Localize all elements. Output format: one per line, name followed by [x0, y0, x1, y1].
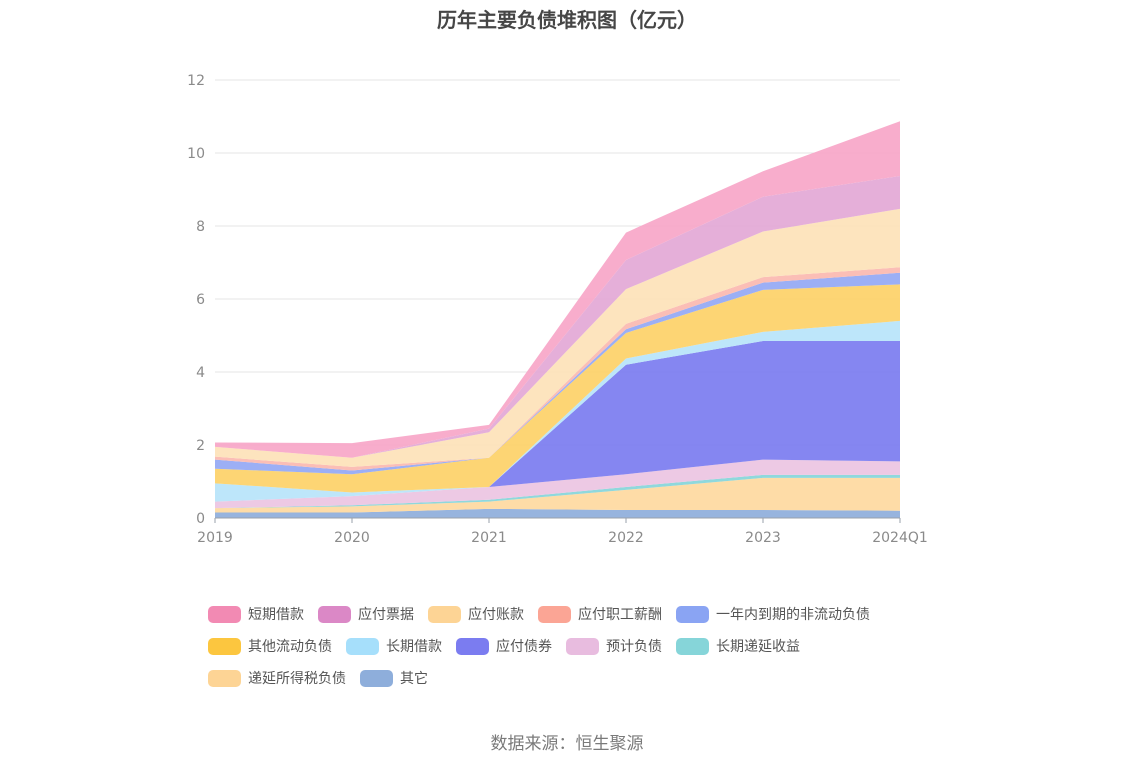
area-series	[215, 459, 900, 509]
legend-row: 短期借款 应付票据 应付账款 应付职工薪酬 一年内到期的非流动负债	[208, 598, 968, 630]
legend-row: 递延所得税负债 其它	[208, 662, 968, 694]
x-tick-label: 2024Q1	[872, 530, 928, 546]
legend-item[interactable]: 长期递延收益	[676, 636, 800, 656]
legend-swatch	[428, 605, 461, 623]
legend-swatch	[538, 605, 571, 623]
x-tick-label: 2021	[471, 530, 507, 546]
legend-item[interactable]: 应付债券	[456, 636, 552, 656]
legend-label: 应付票据	[358, 607, 414, 623]
legend-item[interactable]: 应付票据	[318, 604, 414, 624]
legend-label: 应付债券	[496, 639, 552, 655]
legend-swatch	[208, 605, 241, 623]
x-tick-label: 2020	[334, 530, 370, 546]
legend-swatch	[456, 637, 489, 655]
x-tick-label: 2023	[745, 530, 781, 546]
y-tick-label: 8	[196, 219, 205, 235]
legend-swatch	[208, 637, 241, 655]
legend-item[interactable]: 短期借款	[208, 604, 304, 624]
area-series	[215, 208, 900, 467]
legend-swatch	[318, 605, 351, 623]
area-series	[215, 508, 900, 518]
legend-swatch	[676, 605, 709, 623]
legend-swatch	[208, 669, 241, 687]
legend-label: 预计负债	[606, 639, 662, 655]
y-tick-label: 12	[187, 73, 205, 89]
area-series	[215, 175, 900, 458]
legend-label: 短期借款	[248, 607, 304, 623]
y-tick-label: 0	[196, 511, 205, 527]
legend-item[interactable]: 长期借款	[346, 636, 442, 656]
x-tick-label: 2022	[608, 530, 644, 546]
area-series	[215, 320, 900, 502]
legend-label: 长期借款	[386, 639, 442, 655]
legend-item[interactable]: 预计负债	[566, 636, 662, 656]
legend-label: 其他流动负债	[248, 639, 332, 655]
y-tick-label: 2	[196, 438, 205, 454]
legend-swatch	[346, 637, 379, 655]
legend-label: 递延所得税负债	[248, 671, 346, 687]
x-tick-label: 2019	[197, 530, 233, 546]
chart-title: 历年主要负债堆积图（亿元）	[437, 8, 697, 32]
legend-label: 应付账款	[468, 607, 524, 623]
y-tick-label: 6	[196, 292, 205, 308]
legend-swatch	[566, 637, 599, 655]
y-tick-label: 4	[196, 365, 205, 381]
legend-label: 长期递延收益	[716, 639, 800, 655]
legend-item[interactable]: 应付账款	[428, 604, 524, 624]
legend-item[interactable]: 应付职工薪酬	[538, 604, 662, 624]
legend-label: 一年内到期的非流动负债	[716, 607, 870, 623]
legend-swatch	[676, 637, 709, 655]
area-series	[215, 121, 900, 458]
area-series	[215, 477, 900, 513]
legend-row: 其他流动负债 长期借款 应付债券 预计负债 长期递延收益	[208, 630, 968, 662]
y-tick-label: 10	[187, 146, 205, 162]
legend-item[interactable]: 其它	[360, 668, 428, 688]
area-layer	[215, 121, 900, 518]
legend-swatch	[360, 669, 393, 687]
legend-label: 应付职工薪酬	[578, 607, 662, 623]
axis-layer: 0 2 4 6 8 10 12 2019 2020 2021 2022 2023 2024Q1	[187, 73, 928, 546]
legend: 短期借款 应付票据 应付账款 应付职工薪酬 一年内到期的非流动负债其他流动负债 长期借款 应…	[208, 598, 968, 694]
legend-item[interactable]: 递延所得税负债	[208, 668, 346, 688]
area-series	[215, 340, 900, 502]
source-text: 数据来源：恒生聚源	[490, 734, 644, 754]
legend-item[interactable]: 其他流动负债	[208, 636, 332, 656]
area-series	[215, 284, 900, 493]
legend-item[interactable]: 一年内到期的非流动负债	[676, 604, 870, 624]
legend-label: 其它	[400, 671, 428, 687]
